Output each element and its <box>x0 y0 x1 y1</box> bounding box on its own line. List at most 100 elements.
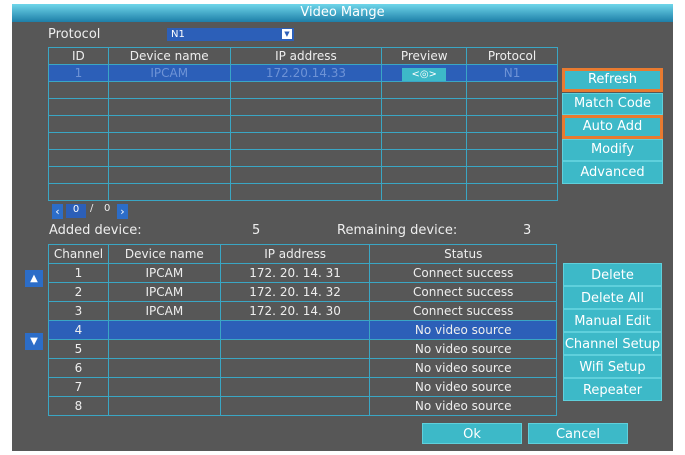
cell <box>107 166 231 184</box>
cell-ip <box>219 396 371 416</box>
cell-status: No video source <box>369 339 557 359</box>
header-device-name: Device name <box>107 244 221 264</box>
table-row[interactable]: 4 No video source <box>48 320 557 340</box>
cancel-button[interactable]: Cancel <box>528 423 628 444</box>
cell-status: Connect success <box>369 301 557 321</box>
table-row[interactable] <box>48 81 558 99</box>
cell-ip: 172. 20. 14. 32 <box>219 282 371 302</box>
cell-device-name <box>107 377 221 397</box>
cell <box>381 115 468 133</box>
cell <box>48 98 109 116</box>
cell <box>229 166 383 184</box>
cell <box>229 115 383 133</box>
cell-ip <box>219 339 371 359</box>
cell <box>48 166 109 184</box>
page-separator: / <box>90 203 94 214</box>
cell-device-name: IPCAM <box>107 263 221 283</box>
chevron-right-icon[interactable]: › <box>117 204 128 219</box>
cell <box>229 132 383 150</box>
cell <box>48 132 109 150</box>
header-ip: IP address <box>219 244 371 264</box>
table-row[interactable]: 6 No video source <box>48 358 557 378</box>
cell <box>48 149 109 167</box>
manual-edit-button[interactable]: Manual Edit <box>563 309 662 332</box>
table-row[interactable] <box>48 98 558 116</box>
cell <box>107 81 231 99</box>
page-total: 0 <box>104 203 111 214</box>
delete-all-button[interactable]: Delete All <box>563 286 662 309</box>
cell-device-name: IPCAM <box>107 301 221 321</box>
table-row[interactable] <box>48 115 558 133</box>
table-header: Channel Device name IP address Status <box>48 244 557 264</box>
advanced-button[interactable]: Advanced <box>562 161 663 184</box>
table-row[interactable] <box>48 149 558 167</box>
wifi-setup-button[interactable]: Wifi Setup <box>563 355 662 378</box>
cell <box>107 98 231 116</box>
header-protocol: Protocol <box>466 47 558 65</box>
protocol-value: N1 <box>171 29 185 40</box>
cell-channel: 3 <box>48 301 109 321</box>
page-current[interactable]: 0 <box>66 204 86 218</box>
delete-button[interactable]: Delete <box>563 263 662 286</box>
table-row[interactable] <box>48 166 558 184</box>
cell <box>466 166 558 184</box>
cell-device-name <box>107 339 221 359</box>
cell <box>381 183 468 201</box>
header-preview: Preview <box>381 47 468 65</box>
chevron-left-icon[interactable]: ‹ <box>52 204 63 219</box>
cell-ip: 172.20.14.33 <box>229 64 383 82</box>
cell-ip: 172. 20. 14. 30 <box>219 301 371 321</box>
cell <box>381 149 468 167</box>
channel-table: Channel Device name IP address Status 1 IPCAM… <box>48 244 557 416</box>
modify-button[interactable]: Modify <box>562 139 663 161</box>
table-row[interactable] <box>48 183 558 201</box>
cell <box>381 166 468 184</box>
scroll-up-icon[interactable]: ▲ <box>25 270 43 287</box>
cell-name: IPCAM <box>107 64 231 82</box>
cell-device-name <box>107 358 221 378</box>
ok-button[interactable]: Ok <box>422 423 522 444</box>
cell-device-name <box>107 396 221 416</box>
auto-add-button[interactable]: Auto Add <box>562 115 663 139</box>
video-manage-window: Video Mange Protocol N1 ▼ ID Device name… <box>12 4 673 451</box>
channel-setup-button[interactable]: Channel Setup <box>563 332 662 355</box>
cell-status: Connect success <box>369 282 557 302</box>
header-id: ID <box>48 47 109 65</box>
cell <box>466 81 558 99</box>
cell <box>229 149 383 167</box>
cell-ip <box>219 320 371 340</box>
cell-channel: 5 <box>48 339 109 359</box>
cell-ip <box>219 377 371 397</box>
cell-channel: 6 <box>48 358 109 378</box>
cell <box>466 183 558 201</box>
added-device-label: Added device: <box>49 223 142 238</box>
cell-device-name: IPCAM <box>107 282 221 302</box>
cell-channel: 8 <box>48 396 109 416</box>
cell-status: No video source <box>369 358 557 378</box>
cell <box>466 132 558 150</box>
table-row[interactable]: 1 IPCAM 172.20.14.33 <◎> N1 <box>48 64 558 82</box>
cell-device-name <box>107 320 221 340</box>
table-row[interactable]: 2 IPCAM 172. 20. 14. 32 Connect success <box>48 282 557 302</box>
match-code-button[interactable]: Match Code <box>562 93 663 115</box>
table-row[interactable]: 7 No video source <box>48 377 557 397</box>
cell-protocol: N1 <box>466 64 558 82</box>
table-row[interactable]: 1 IPCAM 172. 20. 14. 31 Connect success <box>48 263 557 283</box>
cell <box>48 183 109 201</box>
table-row[interactable]: 5 No video source <box>48 339 557 359</box>
scroll-down-icon[interactable]: ▼ <box>25 333 43 350</box>
table-row[interactable]: 8 No video source <box>48 396 557 416</box>
cell-status: Connect success <box>369 263 557 283</box>
table-header: ID Device name IP address Preview Protoc… <box>48 47 558 65</box>
table-row[interactable] <box>48 132 558 150</box>
protocol-select[interactable]: N1 ▼ <box>167 28 294 41</box>
header-ip: IP address <box>229 47 383 65</box>
remaining-device-label: Remaining device: <box>337 223 458 238</box>
cell <box>466 98 558 116</box>
repeater-button[interactable]: Repeater <box>563 378 662 401</box>
refresh-button[interactable]: Refresh <box>562 68 663 92</box>
cell <box>107 132 231 150</box>
cell-preview: <◎> <box>381 64 468 82</box>
table-row[interactable]: 3 IPCAM 172. 20. 14. 30 Connect success <box>48 301 557 321</box>
eye-preview-icon[interactable]: <◎> <box>402 67 447 81</box>
